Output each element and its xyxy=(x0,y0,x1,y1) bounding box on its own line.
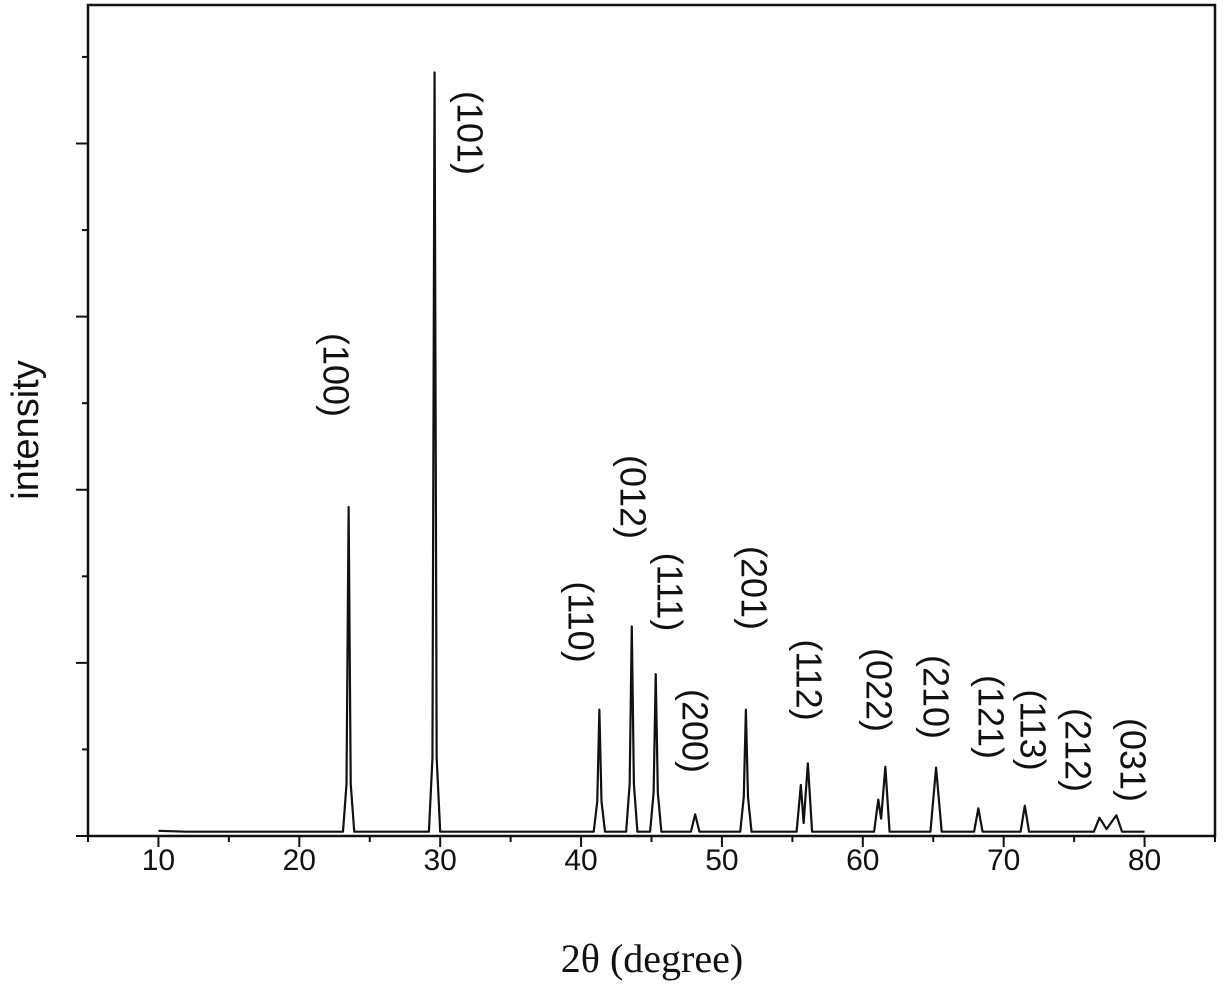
x-tick-label: 10 xyxy=(142,844,175,877)
peak-label: (112) xyxy=(788,639,829,720)
peak-label: (012) xyxy=(612,455,653,539)
x-tick-label: 60 xyxy=(846,844,879,877)
x-tick-label: 50 xyxy=(705,844,738,877)
peak-label: (101) xyxy=(449,91,490,175)
peak-label: (111) xyxy=(649,553,690,632)
peak-label: (100) xyxy=(315,333,356,417)
peak-label: (022) xyxy=(858,648,899,732)
peak-label: (212) xyxy=(1057,708,1098,792)
x-tick-label: 30 xyxy=(424,844,457,877)
x-tick-label: 40 xyxy=(564,844,597,877)
x-tick-label: 70 xyxy=(987,844,1020,877)
x-tick-label: 20 xyxy=(283,844,316,877)
peak-label: (113) xyxy=(1012,689,1053,770)
peak-label: (200) xyxy=(674,689,715,773)
chart: 2θ (degree) intensity 10 20 30 40 50 60 70 80 (1… xyxy=(0,0,1232,992)
x-tick-label: 80 xyxy=(1128,844,1161,877)
peak-label: (031) xyxy=(1112,718,1153,802)
peak-label: (210) xyxy=(915,655,956,739)
peak-label: (201) xyxy=(733,546,774,630)
x-axis-label: 2θ (degree) xyxy=(561,936,743,981)
y-axis-label: intensity xyxy=(5,360,47,499)
peak-label: (121) xyxy=(970,675,1011,759)
peak-label: (110) xyxy=(560,581,601,662)
